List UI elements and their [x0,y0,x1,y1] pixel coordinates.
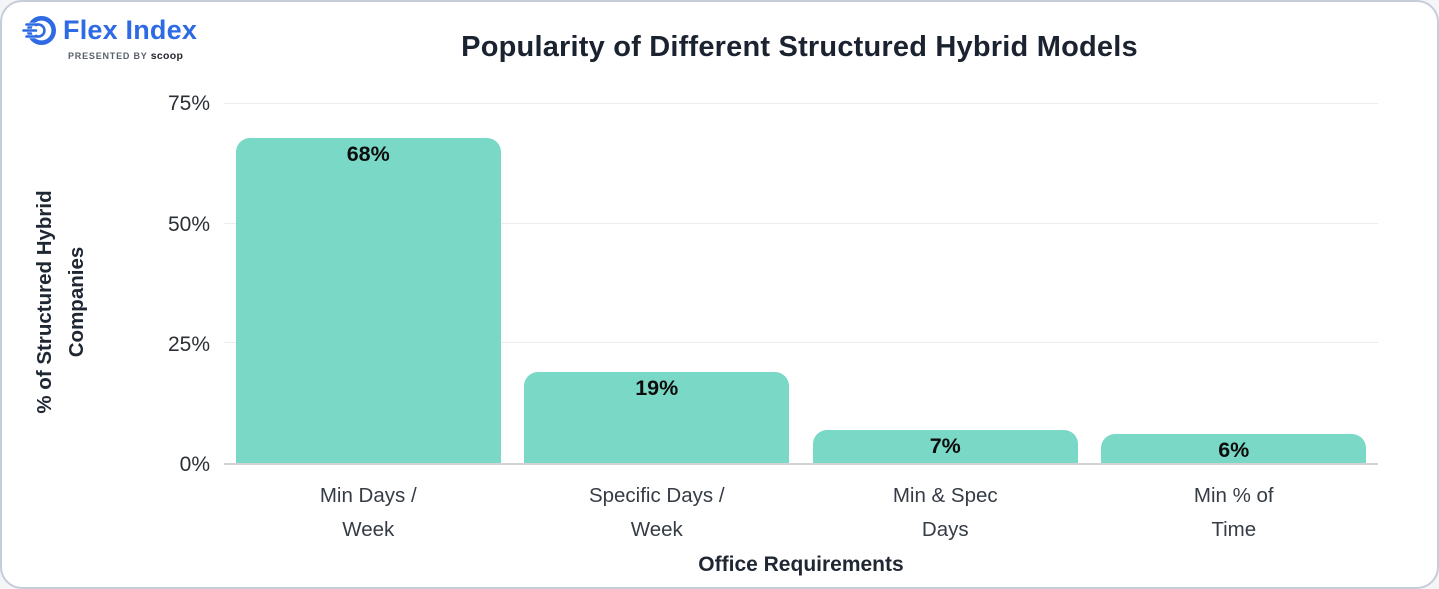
bar-3: 7% [812,429,1078,463]
y-tick-label: 25% [167,332,210,356]
bar-slot: 19% [513,90,802,463]
bar-1: 68% [235,137,501,463]
plot-area: 68% 19% 7% 6% [224,90,1378,465]
y-axis-label: % of Structured Hybrid Companies [33,190,88,414]
y-tick-label: 50% [167,212,210,236]
y-tick-label: 0% [179,453,210,476]
x-tick-label: Min % of Time [1193,484,1274,541]
bar-value-label: 19% [635,376,679,401]
bar-value-label: 68% [346,141,390,166]
bar-4: 6% [1101,434,1367,463]
x-tick-label: Min Days / Week [319,484,417,541]
x-tick-label: Min & Spec Days [892,484,998,541]
bar-2: 19% [524,372,790,463]
logo-tagline: PRESENTED BY scoop [68,50,184,62]
x-tick-label: Specific Days / Week [588,484,725,541]
scoop-wordmark: scoop [150,50,184,62]
x-axis-ticks: Min Days / Week Specific Days / Week Min &… [224,479,1378,551]
y-tick-label: 75% [167,92,210,116]
logo-brand-text: Flex Index [63,15,198,45]
bar-slot: 7% [801,90,1090,463]
flex-index-logo[interactable]: Flex Index PRESENTED BY scoop [20,12,197,62]
chart-title: Popularity of Different Structured Hybri… [461,31,1138,63]
y-axis-ticks: 75% 50% 25% 0% [122,90,210,476]
bar-slot: 6% [1090,90,1379,463]
gridline [224,222,1378,224]
gridline [224,103,1378,105]
bar-value-label: 7% [929,433,961,458]
bar-slot: 68% [224,90,513,463]
bar-value-label: 6% [1218,438,1250,463]
gridline [224,342,1378,344]
flex-index-icon [20,12,57,49]
x-axis-title: Office Requirements [698,553,904,576]
